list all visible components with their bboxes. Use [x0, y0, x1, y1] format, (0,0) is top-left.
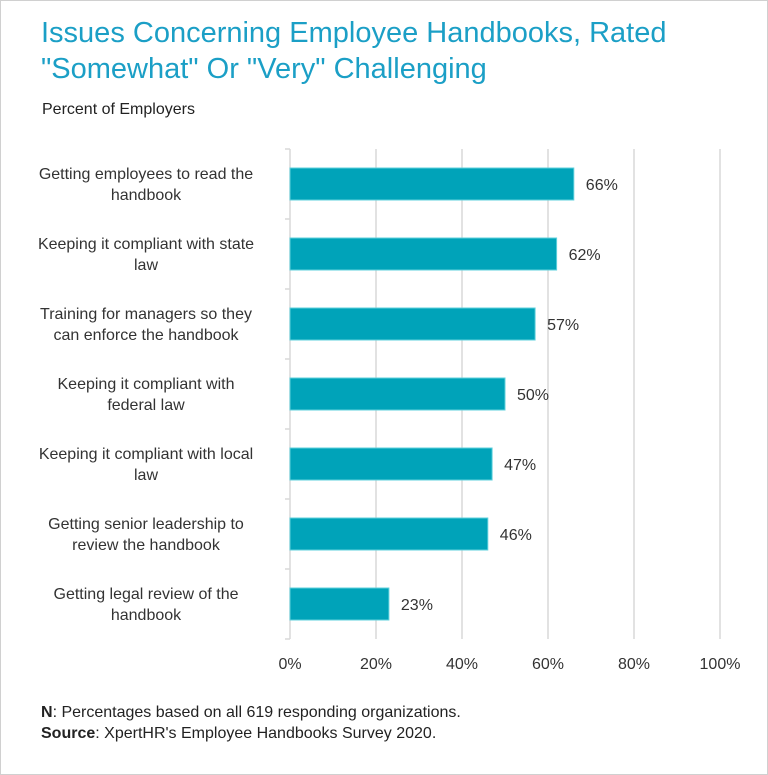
- data-label: 57%: [547, 317, 579, 334]
- category-label-line: law: [134, 467, 158, 484]
- bar: [289, 517, 489, 551]
- category-label: Training for managers so they can enforce…: [40, 306, 252, 344]
- x-tick-label: 0%: [278, 656, 301, 673]
- category-label: Keeping it compliant with federal law: [58, 376, 235, 414]
- data-label: 46%: [500, 527, 532, 544]
- chart-notes: N: Percentages based on all 619 respondi…: [41, 702, 461, 744]
- category-label: Getting employees to read the handbook: [39, 166, 253, 204]
- bar: [289, 587, 390, 621]
- category-label: Keeping it compliant with state law: [38, 236, 254, 274]
- x-tick-label: 60%: [532, 656, 564, 673]
- category-label: Getting legal review of the handbook: [54, 586, 239, 624]
- bar: [289, 167, 575, 201]
- category-label-line: Keeping it compliant with: [58, 376, 235, 393]
- x-tick-label: 80%: [618, 656, 650, 673]
- category-label-line: handbook: [111, 607, 182, 624]
- data-label: 66%: [586, 177, 618, 194]
- x-tick-label: 40%: [446, 656, 478, 673]
- source-label: Source: [41, 725, 96, 742]
- bar: [289, 377, 506, 411]
- n-label: N: [41, 704, 53, 721]
- bar: [289, 307, 536, 341]
- category-label-line: Getting senior leadership to: [48, 516, 244, 533]
- category-label: Getting senior leadership to review the h…: [48, 516, 244, 554]
- bar: [289, 447, 493, 481]
- sample-note: N: Percentages based on all 619 respondi…: [41, 702, 461, 723]
- n-text: : Percentages based on all 619 respondin…: [52, 704, 461, 721]
- data-label: 62%: [569, 247, 601, 264]
- category-label: Keeping it compliant with local law: [39, 446, 253, 484]
- category-label-line: Keeping it compliant with state: [38, 236, 254, 253]
- category-label-line: Getting employees to read the: [39, 166, 253, 183]
- category-label-line: law: [134, 257, 158, 274]
- bar-chart: 0% 20% 40% 60% 80% 100% 66% Getting employees t…: [38, 148, 741, 673]
- category-label-line: Keeping it compliant with local: [39, 446, 253, 463]
- category-label-line: review the handbook: [72, 537, 221, 554]
- category-label-line: federal law: [107, 397, 185, 414]
- x-tick-label: 100%: [700, 656, 741, 673]
- x-tick-label: 20%: [360, 656, 392, 673]
- category-label-line: Training for managers so they: [40, 306, 252, 323]
- data-label: 50%: [517, 387, 549, 404]
- chart-subtitle: Percent of Employers: [42, 101, 195, 118]
- chart-title: Issues Concerning Employee Handbooks, Ra…: [41, 17, 667, 85]
- source-note: Source: XpertHR's Employee Handbooks Sur…: [41, 723, 461, 744]
- category-label-line: handbook: [111, 187, 182, 204]
- category-label-line: can enforce the handbook: [53, 327, 239, 344]
- category-label-line: Getting legal review of the: [54, 586, 239, 603]
- source-text: : XpertHR's Employee Handbooks Survey 20…: [95, 725, 437, 742]
- data-label: 23%: [401, 597, 433, 614]
- data-label: 47%: [504, 457, 536, 474]
- bar: [289, 237, 558, 271]
